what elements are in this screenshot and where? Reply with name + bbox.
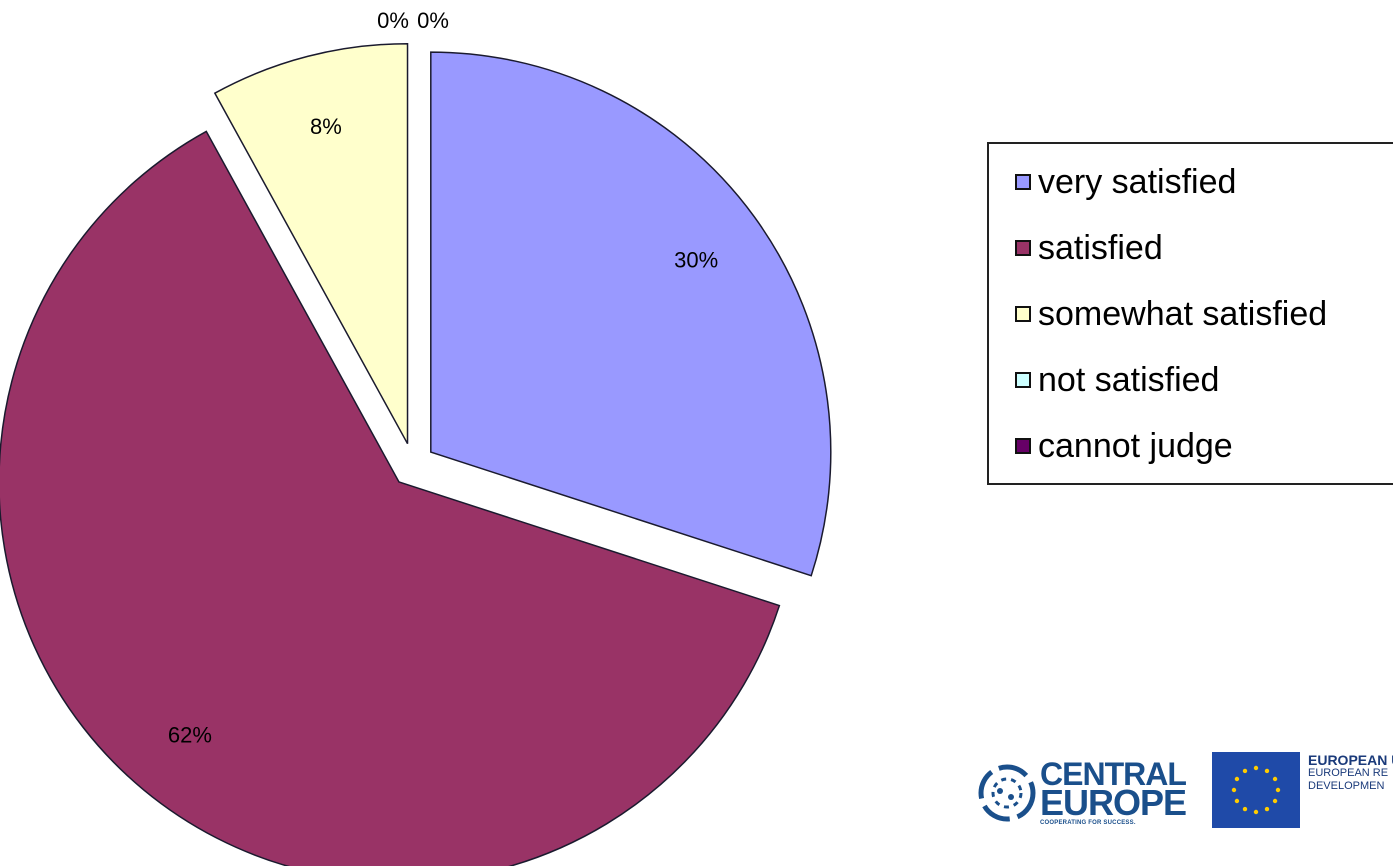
- legend-label-somewhat-satisfied: somewhat satisfied: [1038, 294, 1328, 333]
- data-label-not-satisfied: 0%: [377, 8, 409, 33]
- legend-swatch-somewhat-satisfied: [1015, 306, 1031, 322]
- pie-slices: [0, 42, 832, 866]
- legend-swatch-satisfied: [1015, 240, 1031, 256]
- eu-star: [1242, 768, 1248, 774]
- legend-item-very-satisfied: very satisfied: [1015, 162, 1236, 202]
- legend-item-satisfied: satisfied: [1015, 228, 1163, 268]
- central-europe-line1: CENTRAL: [1040, 756, 1187, 792]
- legend-swatch-not-satisfied: [1015, 372, 1031, 388]
- eu-text: EUROPEAN U EUROPEAN RE DEVELOPMEN: [1308, 752, 1393, 793]
- chart-legend: very satisfied satisfied somewhat satisf…: [987, 142, 1393, 485]
- central-europe-tagline: COOPERATING FOR SUCCESS.: [1040, 820, 1136, 826]
- eu-text-line2: EUROPEAN RE: [1308, 767, 1389, 779]
- pie-slice-satisfied: [0, 130, 781, 866]
- data-label-very-satisfied: 30%: [674, 247, 718, 272]
- eu-star: [1253, 765, 1259, 771]
- eu-text-line3: DEVELOPMEN: [1308, 780, 1385, 792]
- sponsor-logos: CENTRAL EUROPE COOPERATING FOR SUCCESS. …: [978, 752, 1393, 830]
- legend-label-cannot-judge: cannot judge: [1038, 426, 1233, 465]
- eu-star: [1234, 798, 1240, 804]
- eu-star: [1231, 787, 1237, 793]
- eu-star: [1264, 806, 1270, 812]
- pie-slice-very-satisfied: [430, 51, 832, 577]
- eu-flag-icon: [1212, 752, 1300, 828]
- data-label-somewhat-satisfied: 8%: [310, 114, 342, 139]
- pie-slice-somewhat-satisfied: [213, 42, 409, 445]
- legend-label-very-satisfied: very satisfied: [1038, 162, 1237, 201]
- eu-star: [1272, 798, 1278, 804]
- legend-item-not-satisfied: not satisfied: [1015, 360, 1219, 400]
- legend-item-somewhat-satisfied: somewhat satisfied: [1015, 294, 1327, 334]
- eu-star: [1234, 776, 1240, 782]
- eu-star: [1242, 806, 1248, 812]
- data-label-satisfied: 62%: [168, 723, 212, 748]
- eu-star: [1253, 809, 1259, 815]
- legend-label-not-satisfied: not satisfied: [1038, 360, 1220, 399]
- legend-label-satisfied: satisfied: [1038, 228, 1163, 267]
- data-label-cannot-judge: 0%: [417, 8, 449, 33]
- legend-swatch-cannot-judge: [1015, 438, 1031, 454]
- eu-star: [1264, 768, 1270, 774]
- legend-item-cannot-judge: cannot judge: [1015, 426, 1233, 466]
- eu-star: [1272, 776, 1278, 782]
- eu-text-line1: EUROPEAN U: [1308, 752, 1393, 768]
- central-europe-line2: EUROPE: [1040, 782, 1187, 823]
- central-europe-logo: CENTRAL EUROPE COOPERATING FOR SUCCESS.: [978, 758, 1188, 830]
- globe-icon: [978, 764, 1036, 822]
- pie-data-labels: 30% 62% 8% 0% 0%: [168, 8, 718, 748]
- legend-swatch-very-satisfied: [1015, 174, 1031, 190]
- eu-star: [1275, 787, 1281, 793]
